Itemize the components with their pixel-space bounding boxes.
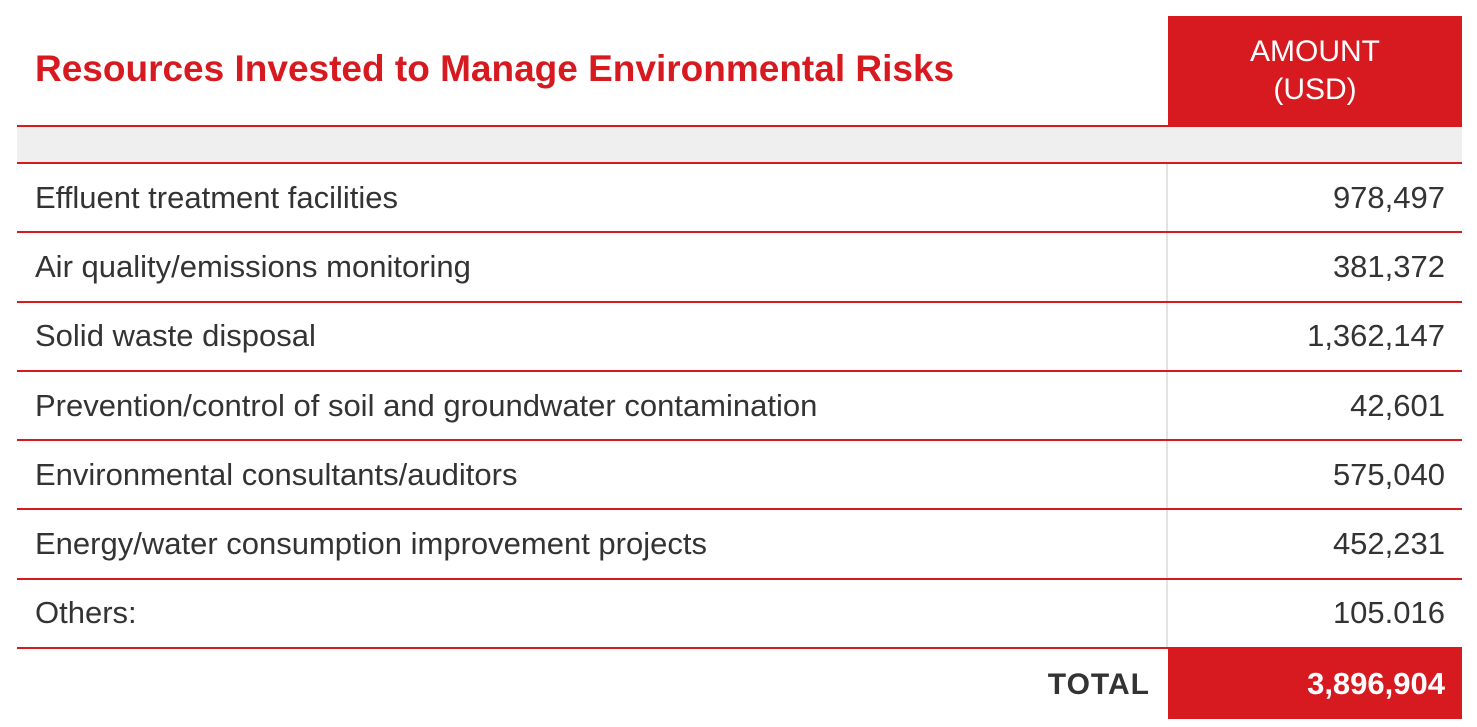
total-cell: 3,896,904 — [1168, 649, 1462, 719]
row-value: 575,040 — [1332, 456, 1445, 492]
header-divider — [17, 125, 1462, 127]
row-value: 452,231 — [1332, 526, 1445, 562]
row-value: 105.016 — [1332, 595, 1445, 631]
table-row: Air quality/emissions monitoring 381,372 — [17, 231, 1462, 300]
table-body: Effluent treatment facilities 978,497 Ai… — [17, 162, 1462, 649]
row-label: Solid waste disposal — [35, 318, 316, 354]
row-label: Environmental consultants/auditors — [35, 456, 518, 492]
page-title: Resources Invested to Manage Environment… — [35, 48, 955, 89]
table-row: Energy/water consumption improvement pro… — [17, 508, 1462, 577]
amount-column-header: AMOUNT (USD) — [1168, 16, 1462, 125]
amount-header-line2: (USD) — [1273, 72, 1357, 106]
row-label: Prevention/control of soil and groundwat… — [35, 387, 818, 423]
table-row: Effluent treatment facilities 978,497 — [17, 162, 1462, 231]
spacer-band — [17, 127, 1462, 162]
table-row: Others: 105.016 — [17, 577, 1462, 649]
table-row: Solid waste disposal 1,362,147 — [17, 300, 1462, 370]
table-row: Environmental consultants/auditors 575,0… — [17, 439, 1462, 508]
row-label: Energy/water consumption improvement pro… — [35, 526, 707, 562]
row-label: Effluent treatment facilities — [35, 179, 398, 215]
row-value: 978,497 — [1332, 179, 1445, 215]
total-label: TOTAL — [1047, 668, 1150, 701]
table-row: Prevention/control of soil and groundwat… — [17, 369, 1462, 439]
row-value: 381,372 — [1332, 248, 1445, 284]
row-label: Others: — [35, 595, 137, 631]
amount-header-line1: AMOUNT — [1250, 34, 1380, 68]
row-label: Air quality/emissions monitoring — [35, 248, 471, 284]
total-value: 3,896,904 — [1307, 666, 1445, 701]
row-value: 42,601 — [1350, 387, 1445, 423]
column-divider — [1166, 164, 1168, 648]
row-value: 1,362,147 — [1307, 318, 1445, 354]
